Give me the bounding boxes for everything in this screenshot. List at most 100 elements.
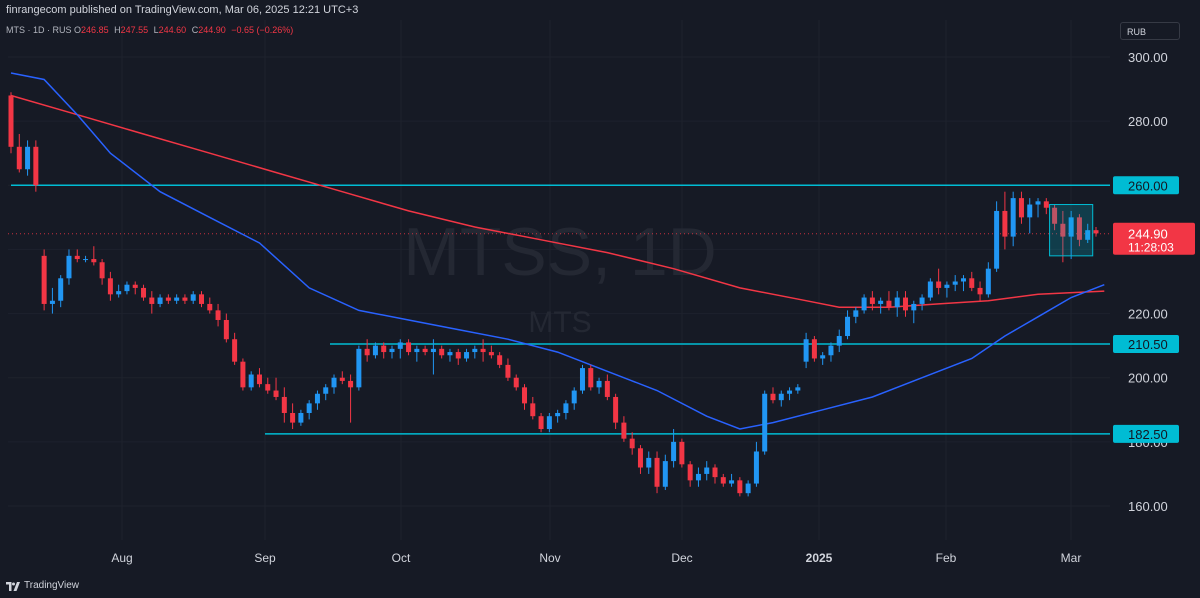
candle-body [762, 393, 768, 452]
y-axis[interactable]: 300.00280.00260.00240.00220.00200.00180.… [1128, 50, 1168, 514]
candle-body [281, 396, 287, 413]
candle-body [969, 278, 975, 288]
x-tick-label: Aug [111, 551, 132, 565]
candle [679, 438, 685, 468]
candle-body [994, 210, 1000, 269]
last-price-badge [1113, 222, 1195, 255]
candle [281, 387, 287, 423]
candle-body [331, 377, 337, 388]
candle-body [778, 393, 784, 401]
candle [248, 371, 254, 391]
candle [215, 303, 221, 327]
candle [190, 291, 196, 304]
low-label: L [153, 25, 159, 35]
candle-body [256, 374, 262, 385]
candle [1052, 204, 1058, 231]
candle-body [198, 294, 204, 304]
candle [919, 294, 925, 311]
candle-body [960, 278, 966, 282]
candle [141, 284, 147, 301]
candle-body [41, 255, 47, 304]
candle-body [124, 284, 130, 292]
candle [712, 464, 718, 484]
candle [480, 339, 486, 362]
candle-body [613, 396, 619, 423]
candle-body [530, 403, 536, 417]
candle-body [1018, 198, 1024, 218]
candle-body [339, 377, 345, 381]
candle [861, 294, 867, 314]
watermark-name: MTS [528, 306, 591, 339]
candle [1018, 191, 1024, 224]
candle-body [99, 262, 105, 279]
candle [778, 390, 784, 407]
candle [207, 297, 213, 314]
candle [83, 255, 89, 263]
candle-body [132, 284, 138, 288]
candle-body [687, 464, 693, 481]
candle [33, 140, 39, 192]
candle [828, 342, 834, 362]
high-label: H [114, 25, 121, 35]
candle [505, 358, 511, 381]
candle-body [671, 441, 677, 462]
x-axis[interactable]: Aug Sep Oct Nov Dec 2025 Feb Mar [111, 551, 1081, 565]
candle-body [927, 281, 933, 298]
candle [927, 278, 933, 301]
candle-body [695, 473, 701, 481]
candle [811, 336, 817, 362]
candle-body [770, 393, 776, 401]
candle-body [472, 348, 478, 353]
close-label: C [191, 25, 199, 35]
moving-averages [10, 72, 1105, 430]
candle [671, 429, 677, 468]
candle-body [74, 255, 80, 260]
candle [497, 352, 503, 369]
candle [621, 416, 627, 442]
candle-body [820, 355, 826, 359]
candle [174, 294, 180, 304]
candle [256, 368, 262, 388]
candle-body [497, 355, 503, 365]
candle [704, 461, 710, 481]
candle-body [298, 412, 304, 423]
candle [1035, 198, 1041, 218]
candle-body [157, 297, 163, 304]
countdown-label: 11:28:03 [1128, 241, 1174, 255]
candle [58, 275, 64, 308]
currency-selector[interactable]: RUB [1120, 22, 1180, 40]
candle [107, 271, 113, 301]
level-price-badge [1113, 176, 1179, 195]
candle-body [480, 348, 486, 353]
candle-body [430, 348, 436, 353]
candle [348, 374, 354, 423]
candle-body [745, 483, 751, 494]
candle [1002, 191, 1008, 250]
candle-body [579, 368, 585, 391]
candle [439, 345, 445, 359]
candle [952, 275, 958, 292]
x-tick-label: Mar [1061, 551, 1082, 565]
candle-body [348, 380, 354, 388]
candle-body [944, 284, 950, 288]
candle [182, 294, 188, 304]
level-price-badge [1113, 335, 1179, 354]
candle [331, 374, 337, 394]
candle-body [1043, 201, 1049, 208]
symbol-label[interactable]: MTS · 1D · RUS [6, 25, 72, 35]
candle [1027, 198, 1033, 234]
candle-body [737, 480, 743, 494]
candle [372, 342, 378, 359]
candle-body [720, 477, 726, 484]
candle-body [1002, 210, 1008, 237]
candle [356, 345, 362, 391]
candle-body [546, 416, 552, 430]
candle [314, 390, 320, 410]
candle [836, 329, 842, 353]
candle [414, 345, 420, 362]
candle-body [414, 348, 420, 353]
y-tick-label: 160.00 [1128, 499, 1168, 514]
candle [430, 339, 436, 375]
candles [8, 92, 1099, 497]
